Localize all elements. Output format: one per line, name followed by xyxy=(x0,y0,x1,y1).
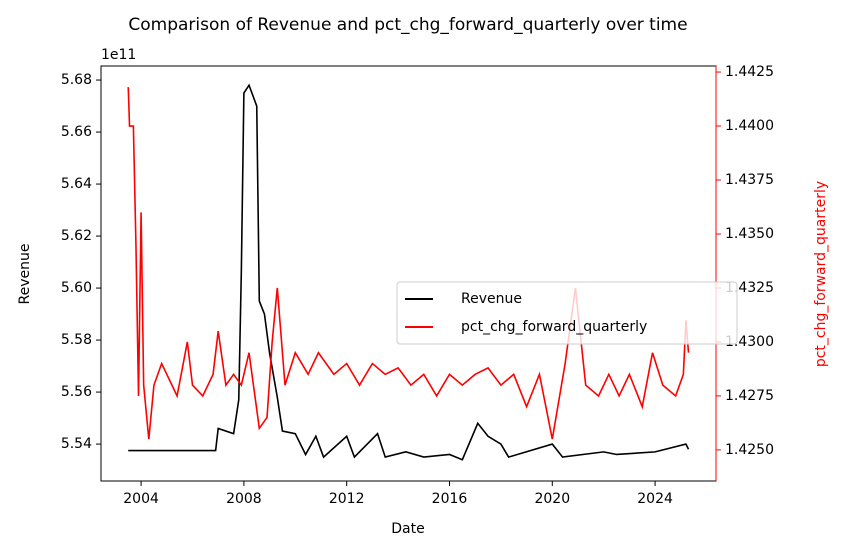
y-tick-label: 5.62 xyxy=(61,228,92,244)
y2-tick-label: 1.4350 xyxy=(725,226,774,242)
y-tick-label: 5.56 xyxy=(61,384,92,400)
x-tick-label: 2008 xyxy=(226,491,262,507)
y2-tick-label: 1.4375 xyxy=(725,172,774,188)
line-series xyxy=(128,83,690,461)
legend-label: pct_chg_forward_quarterly xyxy=(461,319,647,335)
y2-axis-label: pct_chg_forward_quarterly xyxy=(813,181,829,367)
y2-tick-label: 1.4425 xyxy=(725,64,774,80)
y-tick-label: 5.66 xyxy=(61,124,92,140)
y2-tick-label: 1.4400 xyxy=(725,118,774,134)
plot-frame xyxy=(100,65,717,482)
y-tick-label: 5.54 xyxy=(61,436,92,452)
y2-tick-label: 1.4275 xyxy=(725,388,774,404)
x-tick-label: 2004 xyxy=(123,491,159,507)
y-tick-label: 5.68 xyxy=(61,72,92,88)
legend-label: Revenue xyxy=(461,291,522,307)
y-tick-label: 5.58 xyxy=(61,332,92,348)
x-tick-label: 2020 xyxy=(534,491,570,507)
y2-tick-label: 1.4250 xyxy=(725,442,774,458)
legend-box xyxy=(396,281,738,345)
chart-title: Comparison of Revenue and pct_chg_forwar… xyxy=(128,15,687,35)
y-tick-label: 5.60 xyxy=(61,280,92,296)
x-axis-label: Date xyxy=(391,521,424,537)
x-tick-label: 2024 xyxy=(637,491,673,507)
y-offset-label: 1e11 xyxy=(101,47,136,63)
x-tick-label: 2012 xyxy=(329,491,365,507)
y-axis-label: Revenue xyxy=(17,244,33,305)
y-tick-label: 5.64 xyxy=(61,176,92,192)
x-tick-label: 2016 xyxy=(432,491,468,507)
line-series xyxy=(127,87,690,440)
